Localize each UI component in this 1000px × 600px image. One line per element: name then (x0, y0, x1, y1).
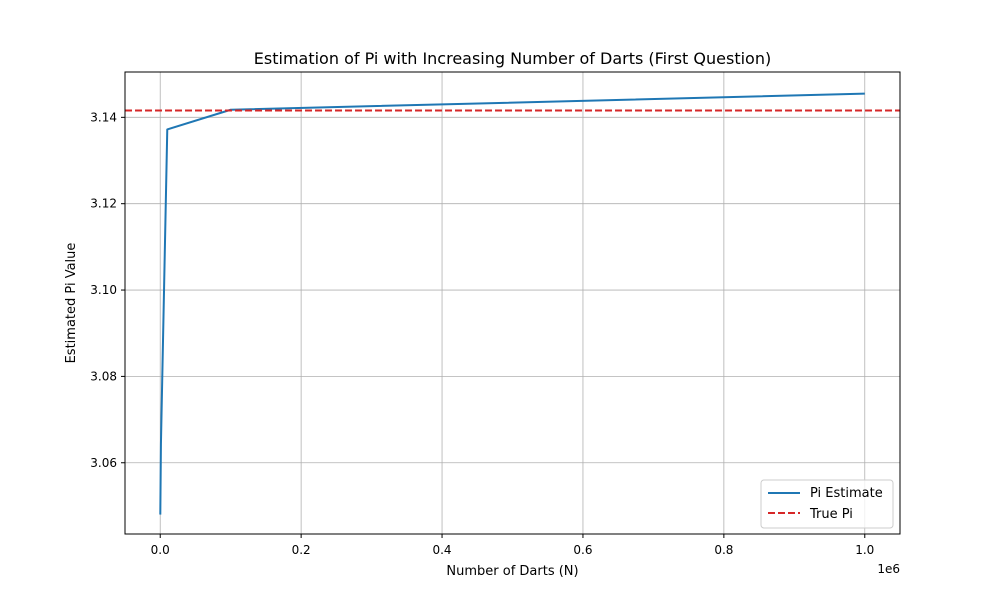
y-tick-label: 3.14 (90, 110, 117, 124)
x-axis-offset-label: 1e6 (877, 562, 900, 576)
legend-label-pi-estimate: Pi Estimate (810, 486, 883, 501)
plot-frame (124, 71, 901, 535)
tick-layer: 0.0 0.2 0.4 0.6 0.8 1.0 3.06 3.08 3.10 3.12 3.14 (90, 110, 874, 557)
y-tick-label: 3.12 (90, 197, 117, 211)
x-tick-label: 0.4 (432, 543, 451, 557)
x-tick-label: 1.0 (855, 543, 874, 557)
y-axis-label: Estimated Pi Value (64, 243, 79, 364)
data-layer (125, 92, 900, 515)
x-tick-label: 0.6 (573, 543, 592, 557)
y-tick-label: 3.06 (90, 456, 117, 470)
y-tick-label: 3.10 (90, 283, 117, 297)
x-tick-label: 0.8 (714, 543, 733, 557)
legend-label-true-pi: True Pi (809, 507, 853, 522)
x-tick-label: 0.0 (151, 543, 170, 557)
y-tick-label: 3.08 (90, 369, 117, 383)
x-axis-label: Number of Darts (N) (446, 564, 578, 579)
legend: Pi Estimate True Pi (760, 479, 894, 529)
pi-estimate-series-line (159, 92, 865, 515)
chart-title: Estimation of Pi with Increasing Number … (254, 49, 771, 68)
grid-layer (125, 72, 900, 534)
x-tick-label: 0.2 (292, 543, 311, 557)
